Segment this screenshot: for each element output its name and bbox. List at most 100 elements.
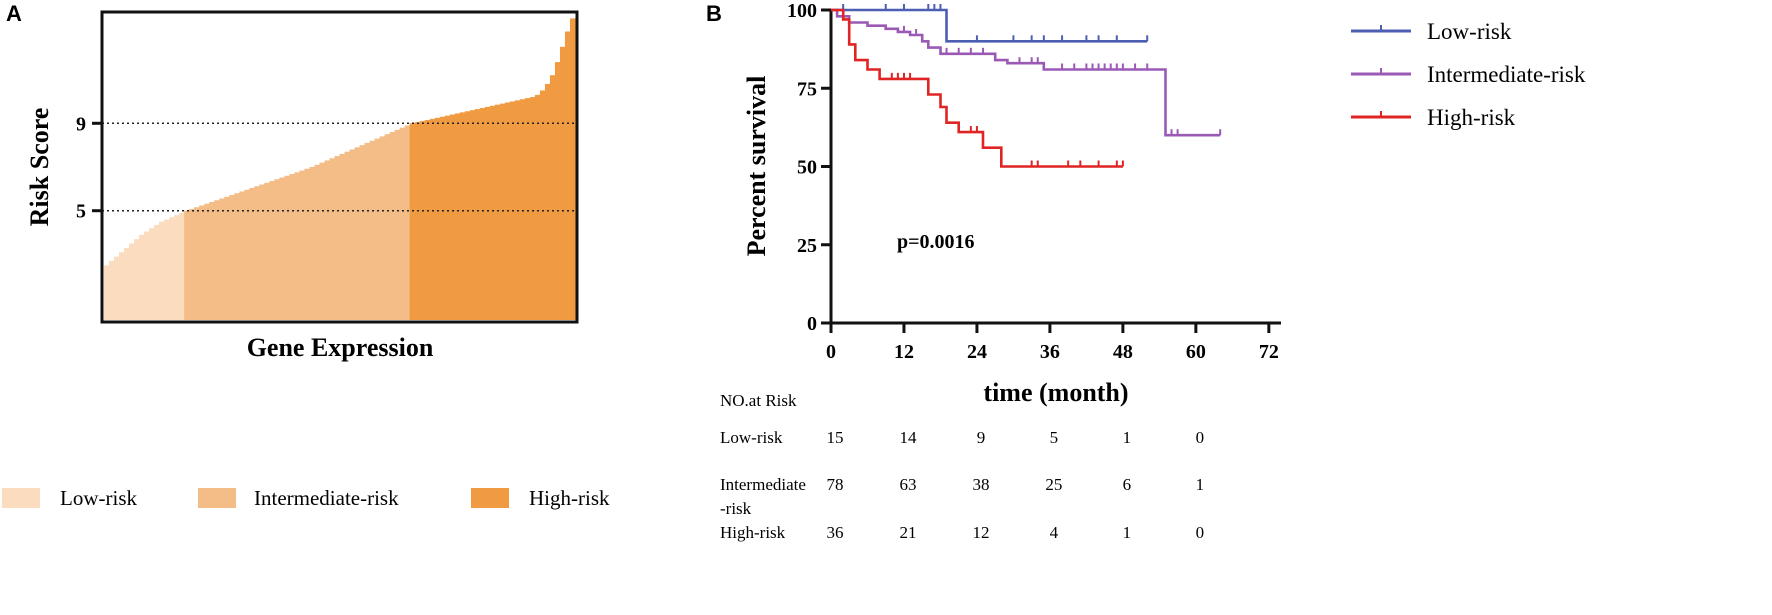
risk-score-bar: [304, 168, 311, 320]
risk-score-bar: [369, 140, 376, 320]
risk-score-bar: [274, 179, 280, 320]
risk-score-bar: [294, 172, 301, 320]
km-curves: [831, 4, 1222, 168]
risk-score-bar: [404, 125, 411, 320]
km-curve-intermediate-risk: [831, 8, 1221, 137]
km-x-tick-label: 12: [894, 341, 914, 363]
km-legend-label-high-risk: High-risk: [1427, 105, 1516, 130]
risk-score-bar: [269, 180, 275, 320]
risk-score-bar: [484, 106, 491, 320]
risk-score-bar: [194, 207, 200, 320]
risk-score-bar: [119, 252, 125, 320]
risk-score-bar: [354, 147, 361, 320]
risk-table-header: NO.at Risk: [720, 391, 797, 410]
legend-swatch-low-risk: [2, 488, 40, 508]
legend-label-intermediate-risk: Intermediate-risk: [254, 486, 399, 510]
risk-score-bar: [364, 142, 371, 320]
risk-score-bar: [114, 256, 120, 320]
km-y-tick-label: 25: [797, 235, 817, 257]
risk-score-bar: [154, 224, 160, 320]
risk-score-bar: [204, 203, 210, 320]
risk-score-bar: [264, 182, 270, 320]
risk-score-bar: [474, 109, 481, 320]
km-legend-label-low-risk: Low-risk: [1427, 19, 1512, 44]
risk-score-bar: [559, 46, 566, 320]
y-tick-label-9: 9: [76, 113, 86, 135]
risk-score-bar: [234, 193, 240, 320]
risk-score-bar: [399, 127, 406, 320]
risk-score-bar: [344, 151, 351, 320]
p-value-annotation: p=0.0016: [897, 231, 975, 253]
km-y-tick-label: 0: [807, 313, 817, 335]
risk-score-bar: [444, 115, 451, 320]
risk-row-label-intermediate-line2: -risk: [720, 499, 752, 518]
panel-a-legend: Low-risk Intermediate-risk High-risk: [2, 486, 610, 510]
risk-score-bar: [259, 184, 265, 320]
risk-score-bar: [284, 175, 290, 320]
km-x-tick-label: 48: [1113, 341, 1133, 363]
km-x-tick-label: 24: [967, 341, 987, 363]
risk-table-cell: 14: [899, 428, 917, 447]
risk-table-cell: 21: [899, 523, 916, 542]
y-tick-label-5: 5: [76, 201, 86, 223]
risk-score-bar: [329, 158, 336, 320]
risk-table-cells: 15 14 9 5 1 0 78 63 38 25 6 1 36 21 12 4 1 0: [827, 428, 1205, 542]
risk-score-bar: [279, 177, 285, 320]
risk-score-bar: [419, 121, 426, 320]
risk-table-cell: 25: [1045, 475, 1062, 494]
risk-score-bar: [554, 62, 561, 321]
panel-b-letter: B: [706, 1, 722, 26]
risk-score-bar: [174, 215, 180, 320]
risk-score-bar: [209, 201, 215, 320]
risk-score-bar: [454, 113, 461, 320]
risk-score-bar: [339, 153, 346, 320]
risk-score-bar: [144, 231, 150, 320]
risk-score-bar: [349, 149, 356, 320]
risk-table-cell: 12: [972, 523, 989, 542]
km-x-axis-title: time (month): [983, 378, 1128, 407]
risk-table-cell: 36: [827, 523, 844, 542]
risk-score-bar: [414, 122, 421, 320]
panel-a-letter: A: [6, 1, 22, 26]
risk-score-bar: [189, 208, 195, 320]
risk-score-bar: [549, 75, 556, 320]
risk-score-bar: [134, 239, 140, 320]
risk-score-bar: [359, 145, 366, 320]
km-y-tick-label: 100: [787, 0, 817, 22]
risk-score-bar: [244, 189, 250, 320]
risk-score-bar: [434, 117, 441, 320]
risk-row-label-high-risk: High-risk: [720, 523, 786, 542]
legend-label-high-risk: High-risk: [529, 486, 610, 510]
risk-score-bar: [249, 187, 255, 320]
km-x-tick-label: 0: [826, 341, 836, 363]
risk-score-bar: [469, 110, 476, 320]
risk-score-bar: [409, 123, 416, 320]
risk-score-bar: [159, 221, 165, 320]
risk-score-bar: [449, 114, 456, 320]
risk-score-bar: [179, 212, 185, 320]
risk-score-bar: [199, 205, 205, 320]
risk-score-bar: [229, 194, 235, 320]
risk-score-bar: [424, 120, 431, 320]
risk-table-cell: 1: [1123, 523, 1132, 542]
km-x-tick-label: 60: [1186, 341, 1206, 363]
risk-score-bar: [564, 31, 571, 321]
risk-score-bar: [314, 164, 321, 320]
risk-score-bar: [529, 97, 536, 320]
risk-score-bar: [309, 167, 316, 320]
km-y-tick-label: 50: [797, 157, 817, 179]
km-y-tick-label: 75: [797, 78, 817, 100]
km-legend-label-intermediate-risk: Intermediate-risk: [1427, 62, 1586, 87]
risk-score-bar: [164, 219, 170, 320]
risk-score-bar: [479, 107, 486, 321]
risk-score-bar: [254, 186, 260, 320]
panel-a-x-axis-title: Gene Expression: [247, 333, 434, 362]
legend-swatch-intermediate-risk: [198, 488, 236, 508]
risk-score-bar: [299, 170, 306, 320]
risk-score-bar: [494, 104, 501, 321]
risk-row-label-intermediate-line1: Intermediate: [720, 475, 806, 494]
risk-score-bar: [429, 118, 436, 320]
risk-score-bar: [389, 132, 396, 320]
risk-score-bar: [569, 18, 576, 321]
